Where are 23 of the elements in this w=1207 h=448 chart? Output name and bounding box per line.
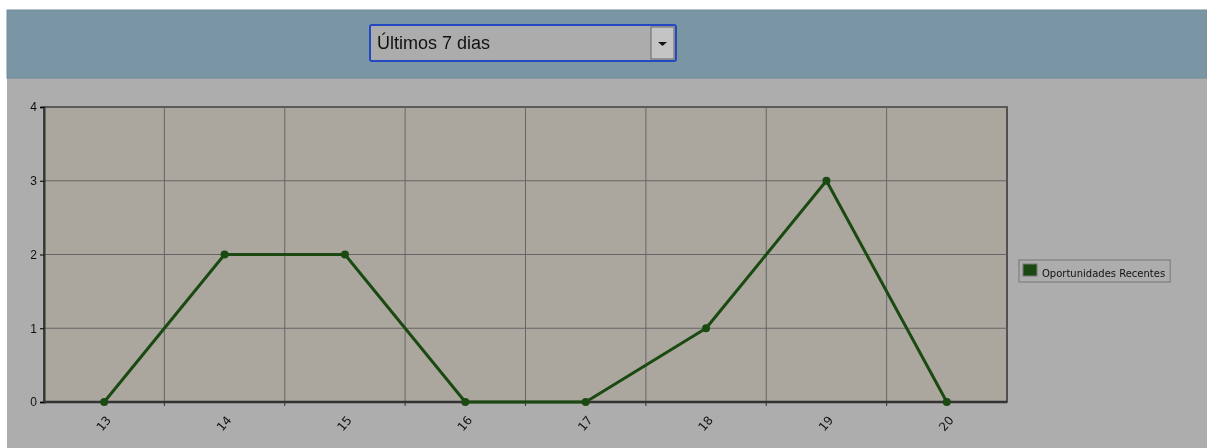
point [340,250,349,259]
point [942,398,951,406]
y-tick-label: 0 [30,395,38,410]
point [220,250,229,259]
x-tick-label: 13 [93,413,115,435]
x-tick-label: 18 [695,413,716,435]
x-tick-label: 14 [213,413,235,435]
y-tick-label: 3 [30,174,38,189]
x-tick-label: 19 [815,413,837,435]
x-tick-label: 16 [454,413,476,435]
x-tick-label: 20 [936,413,957,435]
legend-label: Oportunidades Recentes [1042,268,1166,279]
y-tick-label: 1 [30,321,38,336]
point [581,398,590,406]
dropdown-field: Últimos 7 dias [369,24,677,62]
point [100,398,109,406]
point [702,324,711,333]
y-tick-label: 2 [30,247,38,262]
y-tick-label: 4 [30,100,38,115]
x-tick-label: 17 [575,413,596,435]
x-tick-label: 15 [334,413,355,435]
point [461,398,470,406]
point [822,176,831,185]
